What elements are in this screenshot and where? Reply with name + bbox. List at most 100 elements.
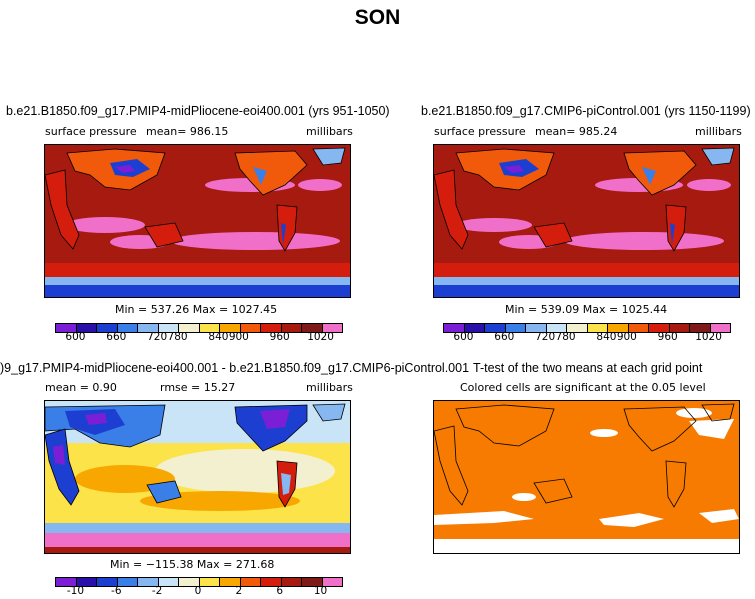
colorbar-swatch: [76, 578, 97, 586]
panel2-tick: 840: [596, 331, 617, 343]
tibet-core: [115, 165, 135, 173]
insignificant-patch: [676, 408, 712, 418]
panel3-tick: -10: [66, 585, 84, 597]
australia-outline: [533, 478, 573, 504]
colorbar-swatch: [240, 324, 261, 332]
panel2-mean: mean= 985.24: [535, 125, 618, 138]
colorbar-swatch: [608, 324, 629, 332]
colorbar-swatch: [281, 324, 302, 332]
panel1-tick: 780: [167, 331, 188, 343]
panel2-title: b.e21.B1850.f09_g17.CMIP6-piControl.001 …: [421, 104, 751, 118]
colorbar-swatch: [179, 324, 200, 332]
panel1-minmax: Min = 537.26 Max = 1027.45: [115, 303, 278, 316]
colorbar-swatch: [281, 578, 302, 586]
greenland: [701, 147, 735, 166]
southern-ocean: [45, 523, 350, 533]
panel2-map: [433, 144, 740, 298]
greenland-outline: [701, 403, 735, 422]
colorbar-swatch: [505, 324, 526, 332]
panel2-map-svg: [434, 145, 739, 297]
north-america: [234, 150, 308, 196]
panel3-tick: 6: [276, 585, 284, 597]
panel3-map: [44, 400, 351, 554]
southern-band: [45, 263, 350, 277]
panel1-colorbar: [55, 323, 343, 333]
colorbar-swatch: [567, 324, 588, 332]
south-america-core: [281, 473, 291, 495]
africa-core: [53, 445, 65, 465]
colorbar-swatch: [322, 578, 342, 586]
high-cell-na: [687, 179, 731, 191]
colorbar-swatch: [97, 578, 118, 586]
panel1-tick: 900: [228, 331, 249, 343]
andes: [281, 223, 286, 245]
panel1-colorbar-ticks: 600 660 720 780 840 900 960 1020: [55, 331, 341, 345]
panel2-tick: 720: [535, 331, 556, 343]
colorbar-swatch: [240, 578, 261, 586]
colorbar-swatch: [220, 324, 241, 332]
panel2-tick: 900: [616, 331, 637, 343]
antarctica: [45, 285, 350, 297]
high-cell-sw: [456, 218, 532, 232]
colorbar-swatch: [302, 578, 323, 586]
panel1-tick: 600: [65, 331, 86, 343]
panel3-tick: -2: [151, 585, 163, 597]
colorbar-swatch: [56, 578, 77, 586]
panel1-tick: 840: [208, 331, 229, 343]
rockies: [253, 167, 267, 185]
high-cell-na: [298, 179, 342, 191]
australia: [146, 480, 182, 504]
africa: [434, 169, 469, 250]
colorbar-swatch: [56, 324, 77, 332]
north-america: [623, 150, 697, 196]
panel4-map-svg: [434, 401, 739, 553]
figure-title: SON: [354, 6, 401, 29]
high-cell-sp: [170, 232, 340, 250]
greenland: [312, 147, 346, 166]
panel2-variable: surface pressure: [434, 125, 526, 138]
antarctic-blank: [434, 539, 739, 553]
andes: [670, 223, 675, 245]
south-america-outline: [665, 460, 687, 508]
panel3-tick: -6: [111, 585, 122, 597]
panel3-rmse: rmse = 15.27: [160, 381, 236, 394]
insignificant-patch: [689, 419, 734, 439]
panel1-title: b.e21.B1850.f09_g17.PMIP4-midPliocene-eo…: [6, 104, 390, 118]
south-america: [276, 204, 298, 252]
tibet-core: [504, 165, 524, 173]
panel3-tick: 2: [235, 585, 243, 597]
panel2-colorbar: [443, 323, 731, 333]
panel2-colorbar-ticks: 600 660 720 780 840 900 960 1020: [443, 331, 729, 345]
panel2-tick: 600: [453, 331, 474, 343]
colorbar-swatch: [158, 578, 179, 586]
panel3-tick: 0: [194, 585, 202, 597]
panel3-colorbar-ticks: -10 -6 -2 0 2 6 10: [55, 585, 341, 599]
colorbar-swatch: [261, 578, 282, 586]
colorbar-swatch: [97, 324, 118, 332]
colorbar-swatch: [302, 324, 323, 332]
colorbar-swatch: [587, 324, 608, 332]
australia: [533, 222, 573, 248]
south-america: [665, 204, 687, 252]
north-america-core: [260, 409, 290, 429]
panel2-units: millibars: [695, 125, 742, 138]
panel4-map: [433, 400, 740, 554]
colorbar-swatch: [649, 324, 670, 332]
colorbar-swatch: [199, 324, 220, 332]
panel1-units: millibars: [306, 125, 353, 138]
insignificant-patch: [512, 493, 536, 501]
panel2-tick: 660: [494, 331, 515, 343]
panel1-tick: 660: [106, 331, 127, 343]
panel3-colorbar: [55, 577, 343, 587]
panel1-tick: 960: [269, 331, 290, 343]
insignificant-patch: [599, 513, 664, 527]
colorbar-swatch: [628, 324, 649, 332]
colorbar-swatch: [669, 324, 690, 332]
high-cell-sw: [65, 217, 145, 233]
australia: [144, 222, 184, 248]
panel2-tick: 960: [657, 331, 678, 343]
panel4-title: T-test of the two means at each grid poi…: [473, 361, 703, 375]
southern-band: [434, 263, 739, 277]
colorbar-swatch: [690, 324, 711, 332]
high-cell-sp: [564, 232, 724, 250]
